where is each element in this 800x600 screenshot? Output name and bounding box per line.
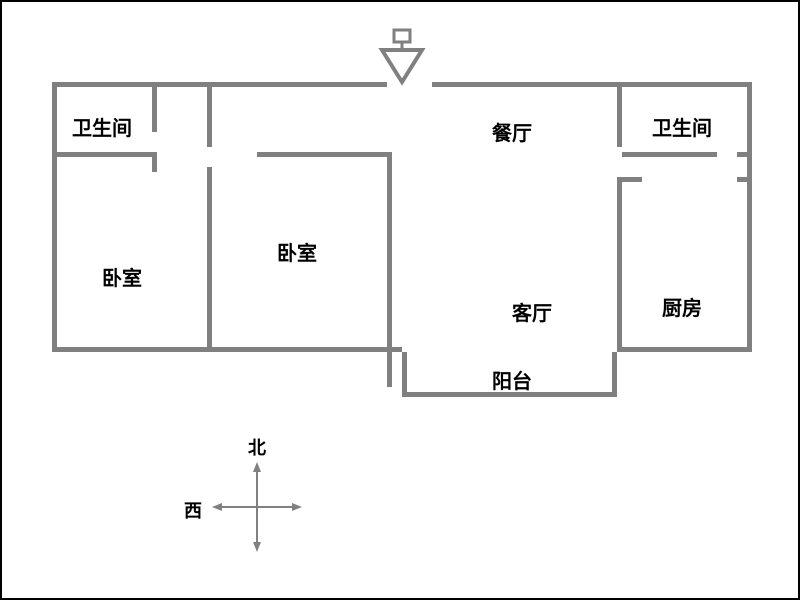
label-dining: 餐厅 [492,117,532,146]
wall-segment [617,347,752,352]
wall-segment [747,82,752,352]
compass-west-label: 西 [184,497,202,523]
floor-plan-canvas: 卫生间 卧室 卧室 餐厅 卫生间 客厅 厨房 阳台 北 西 [0,0,800,600]
wall-segment [737,177,752,182]
wall-segment [622,152,717,157]
label-living: 客厅 [512,297,552,326]
compass-rose [202,452,312,562]
wall-segment [152,87,157,132]
label-balcony: 阳台 [492,365,532,394]
wall-segment [207,167,212,352]
wall-segment [402,352,407,397]
wall-segment [737,152,752,157]
label-bedroom-left: 卧室 [102,262,142,291]
wall-segment [52,347,402,352]
wall-segment [622,177,642,182]
label-bathroom-right: 卫生间 [652,112,712,141]
compass-north-label: 北 [248,434,266,460]
label-bathroom-left: 卫生间 [72,112,132,141]
wall-segment [387,152,392,387]
label-kitchen: 厨房 [662,292,702,321]
wall-segment [152,152,157,172]
wall-segment [52,82,57,352]
wall-segment [257,152,392,157]
label-bedroom-mid: 卧室 [277,237,317,266]
wall-segment [617,177,622,352]
wall-segment [207,87,212,147]
wall-segment [612,352,617,397]
wall-segment [617,87,622,147]
wall-segment [52,152,157,157]
wall-segment [432,82,752,87]
wall-segment [52,82,387,87]
entrance-marker [378,28,426,88]
